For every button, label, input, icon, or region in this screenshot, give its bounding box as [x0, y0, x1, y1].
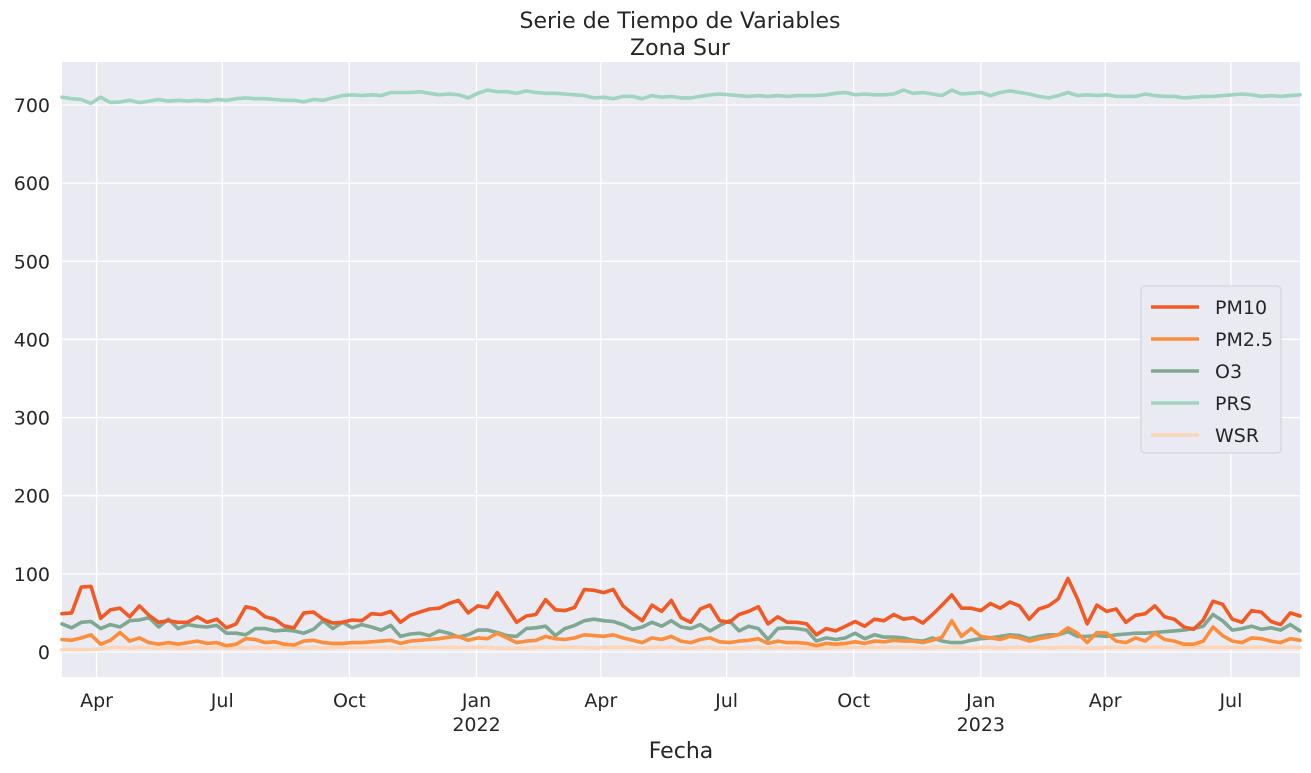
x-tick-label: Jan	[461, 690, 491, 712]
x-tick-label: Apr	[80, 690, 113, 712]
legend-label: PRS	[1215, 393, 1252, 415]
x-tick-label: Apr	[1089, 690, 1122, 712]
y-tick-label: 100	[14, 564, 50, 586]
legend-label: O3	[1215, 361, 1242, 383]
legend-label: PM10	[1215, 297, 1267, 319]
y-tick-label: 0	[38, 642, 50, 664]
legend-box	[1140, 285, 1282, 454]
series-line-pm10	[60, 576, 1302, 637]
y-tick-label: 700	[14, 95, 50, 117]
chart-title: Serie de Tiempo de Variables	[520, 9, 841, 34]
y-tick-label: 200	[14, 486, 50, 508]
x-tick-label: Jul	[714, 690, 738, 712]
x-tick-label: Jul	[210, 690, 234, 712]
y-tick-label: 400	[14, 329, 50, 351]
y-tick-label: 300	[14, 408, 50, 430]
x-tick-label: Jul	[1218, 690, 1242, 712]
y-tick-label: 600	[14, 173, 50, 195]
x-tick-year-label: 2022	[452, 714, 500, 736]
x-tick-label: Oct	[333, 690, 366, 712]
y-tick-label: 500	[14, 251, 50, 273]
x-axis-label: Fecha	[649, 739, 714, 764]
series-line-wsr	[60, 645, 1302, 652]
legend-label: PM2.5	[1215, 329, 1273, 351]
y-axis-ticks: 0 100 200 300 400 500 600 700	[14, 95, 50, 664]
series-line-prs	[60, 88, 1302, 106]
legend-label: WSR	[1215, 425, 1259, 447]
series-line-pm25	[60, 618, 1302, 648]
series-lines	[60, 88, 1302, 652]
plot-area	[62, 62, 1300, 677]
x-tick-label: Apr	[584, 690, 617, 712]
legend: PM10 PM2.5 O3 PRS WSR	[1140, 285, 1282, 454]
chart-subtitle: Zona Sur	[630, 36, 731, 61]
x-tick-label: Oct	[837, 690, 870, 712]
x-tick-label: Jan	[965, 690, 995, 712]
x-tick-year-label: 2023	[957, 714, 1005, 736]
